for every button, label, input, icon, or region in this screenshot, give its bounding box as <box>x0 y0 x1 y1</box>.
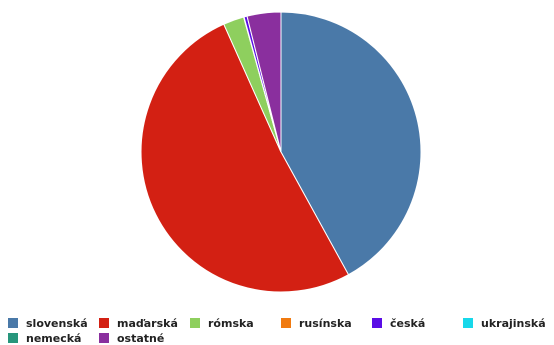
legend-label-madarska: maďarská <box>117 316 178 330</box>
legend-swatch-romska <box>190 318 200 328</box>
pie-slice-ostatne[interactable] <box>246 11 282 153</box>
legend-swatch-ostatne <box>99 333 109 343</box>
legend-label-romska: rómska <box>208 316 254 330</box>
legend-label-ukrajinska: ukrajinská <box>481 316 546 330</box>
pie-slice-madarska[interactable] <box>140 23 350 293</box>
legend-swatch-ceska <box>372 318 382 328</box>
legend-swatch-ukrajinska <box>463 318 473 328</box>
legend-label-ostatne: ostatné <box>117 331 165 345</box>
pie-chart <box>140 11 422 293</box>
legend-item-slovenska[interactable]: slovenská <box>8 316 99 330</box>
legend-item-ukrajinska[interactable]: ukrajinská <box>463 316 554 330</box>
legend-swatch-rusinska <box>281 318 291 328</box>
legend-label-ceska: česká <box>390 316 426 330</box>
legend-label-nemecka: nemecká <box>26 331 82 345</box>
legend-item-madarska[interactable]: maďarská <box>99 316 190 330</box>
legend-item-ostatne[interactable]: ostatné <box>99 331 190 345</box>
legend-item-rusinska[interactable]: rusínska <box>281 316 372 330</box>
legend-swatch-nemecka <box>8 333 18 343</box>
legend-swatch-madarska <box>99 318 109 328</box>
legend-swatch-slovenska <box>8 318 18 328</box>
legend: slovenská maďarská rómska rusínska česká ukra… <box>8 316 554 345</box>
legend-item-ceska[interactable]: česká <box>372 316 463 330</box>
legend-label-rusinska: rusínska <box>299 316 352 330</box>
pie-slice-slovenska[interactable] <box>280 11 422 276</box>
legend-item-nemecka[interactable]: nemecká <box>8 331 99 345</box>
legend-label-slovenska: slovenská <box>26 316 88 330</box>
legend-item-romska[interactable]: rómska <box>190 316 281 330</box>
